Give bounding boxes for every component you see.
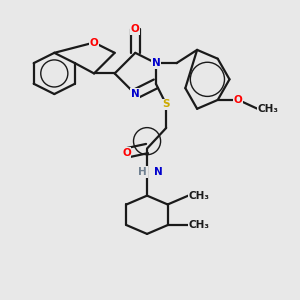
Text: CH₃: CH₃ — [188, 190, 209, 201]
Text: H: H — [138, 167, 147, 177]
Text: CH₃: CH₃ — [188, 220, 209, 230]
Text: O: O — [234, 95, 243, 105]
Text: O: O — [90, 38, 98, 47]
Text: CH₃: CH₃ — [257, 104, 278, 114]
Text: N: N — [154, 167, 163, 177]
Text: N: N — [131, 89, 140, 99]
Text: O: O — [122, 148, 131, 158]
Text: S: S — [162, 99, 170, 110]
Text: N: N — [152, 58, 160, 68]
Text: O: O — [131, 24, 140, 34]
